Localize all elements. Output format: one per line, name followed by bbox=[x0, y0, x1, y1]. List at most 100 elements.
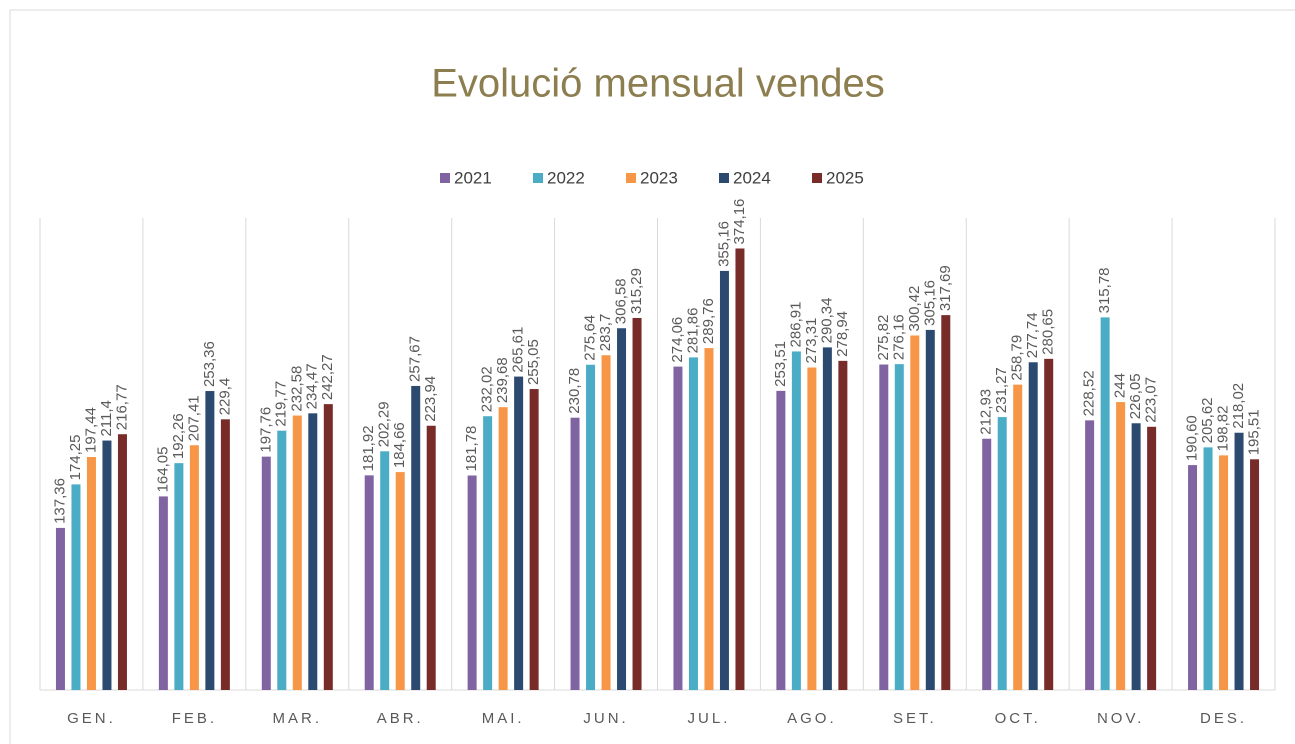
bar bbox=[1250, 459, 1260, 690]
bar bbox=[411, 385, 421, 690]
bar bbox=[879, 364, 889, 690]
data-label: 355,16 bbox=[715, 221, 732, 267]
bar bbox=[838, 360, 848, 690]
legend-label: 2022 bbox=[547, 168, 585, 187]
legend-swatch bbox=[533, 173, 543, 183]
bar bbox=[483, 416, 493, 690]
x-tick-label: OCT. bbox=[995, 710, 1041, 727]
data-label: 289,76 bbox=[700, 298, 717, 344]
bar bbox=[1100, 317, 1110, 690]
x-tick-label: FEB. bbox=[172, 710, 217, 727]
data-label: 181,92 bbox=[360, 425, 377, 471]
data-label: 174,25 bbox=[67, 434, 84, 480]
data-label: 273,31 bbox=[803, 318, 820, 364]
data-label: 212,93 bbox=[978, 389, 995, 435]
data-label: 315,29 bbox=[628, 268, 645, 314]
data-label: 253,36 bbox=[201, 341, 218, 387]
bar bbox=[1116, 402, 1126, 690]
data-label: 218,02 bbox=[1230, 383, 1247, 429]
bar bbox=[617, 328, 627, 690]
bar bbox=[601, 355, 611, 690]
bar bbox=[292, 415, 302, 690]
data-label: 258,79 bbox=[1009, 335, 1026, 381]
bar bbox=[380, 451, 390, 690]
bar bbox=[1219, 455, 1229, 690]
data-label: 277,74 bbox=[1024, 312, 1041, 358]
x-tick-label: ABR. bbox=[377, 710, 424, 727]
bar bbox=[997, 417, 1007, 690]
bar bbox=[776, 390, 786, 690]
data-label: 230,78 bbox=[566, 368, 583, 414]
data-label: 229,4 bbox=[216, 378, 233, 416]
bar bbox=[426, 425, 436, 690]
data-label: 137,36 bbox=[51, 478, 68, 524]
data-label: 275,64 bbox=[582, 315, 599, 361]
legend-swatch bbox=[719, 173, 729, 183]
data-label: 290,34 bbox=[818, 298, 835, 344]
data-label: 317,69 bbox=[937, 265, 954, 311]
chart-title: Evolució mensual vendes bbox=[431, 62, 885, 106]
x-tick-label: AGO. bbox=[787, 710, 837, 727]
x-tick-label: JUN. bbox=[583, 710, 628, 727]
data-label: 228,52 bbox=[1081, 370, 1098, 416]
data-label: 306,58 bbox=[613, 278, 630, 324]
legend-label: 2021 bbox=[454, 168, 492, 187]
legend-label: 2025 bbox=[826, 168, 864, 187]
bar bbox=[1044, 358, 1054, 690]
data-label: 305,16 bbox=[921, 280, 938, 326]
bar bbox=[117, 434, 127, 690]
bar bbox=[688, 357, 698, 690]
bar bbox=[71, 484, 81, 690]
bar bbox=[205, 391, 215, 690]
data-label: 283,7 bbox=[597, 314, 614, 352]
data-label: 192,26 bbox=[170, 413, 187, 459]
legend-swatch bbox=[626, 173, 636, 183]
bar bbox=[308, 413, 318, 690]
data-label: 232,02 bbox=[479, 366, 496, 412]
data-label: 274,06 bbox=[669, 317, 686, 363]
bar bbox=[189, 445, 199, 690]
bar bbox=[395, 472, 405, 690]
bar bbox=[673, 366, 683, 690]
data-label: 184,66 bbox=[391, 422, 408, 468]
bar bbox=[1131, 423, 1141, 690]
data-label: 223,94 bbox=[422, 376, 439, 422]
bar bbox=[910, 335, 920, 690]
data-label: 281,86 bbox=[684, 308, 701, 354]
bar bbox=[791, 351, 801, 690]
bar bbox=[498, 407, 508, 690]
bar bbox=[1013, 384, 1023, 690]
bar bbox=[822, 347, 832, 690]
bar bbox=[982, 438, 992, 690]
data-label: 195,51 bbox=[1246, 409, 1263, 455]
data-label: 286,91 bbox=[787, 302, 804, 348]
bar bbox=[807, 367, 817, 690]
bar bbox=[570, 417, 580, 690]
data-label: 164,05 bbox=[154, 447, 171, 493]
bar bbox=[941, 315, 951, 690]
x-tick-label: SET. bbox=[893, 710, 937, 727]
bar bbox=[1085, 420, 1095, 690]
bar bbox=[467, 475, 477, 690]
bar bbox=[529, 389, 539, 690]
bar bbox=[55, 527, 65, 690]
data-label: 234,47 bbox=[304, 363, 321, 409]
bar bbox=[735, 248, 745, 690]
data-label: 231,27 bbox=[993, 367, 1010, 413]
bar bbox=[1234, 432, 1244, 690]
bar bbox=[102, 440, 112, 690]
bar bbox=[323, 404, 333, 690]
bar bbox=[261, 456, 271, 690]
data-label: 226,05 bbox=[1127, 373, 1144, 419]
data-label: 198,82 bbox=[1215, 406, 1232, 452]
data-label: 190,60 bbox=[1184, 415, 1201, 461]
data-label: 207,41 bbox=[185, 395, 202, 441]
bar bbox=[277, 430, 287, 690]
bar bbox=[1028, 362, 1038, 690]
data-label: 211,4 bbox=[98, 400, 115, 436]
data-label: 205,62 bbox=[1199, 397, 1216, 443]
data-label: 232,58 bbox=[288, 366, 305, 412]
bar bbox=[220, 419, 230, 690]
data-label: 223,07 bbox=[1143, 377, 1160, 423]
